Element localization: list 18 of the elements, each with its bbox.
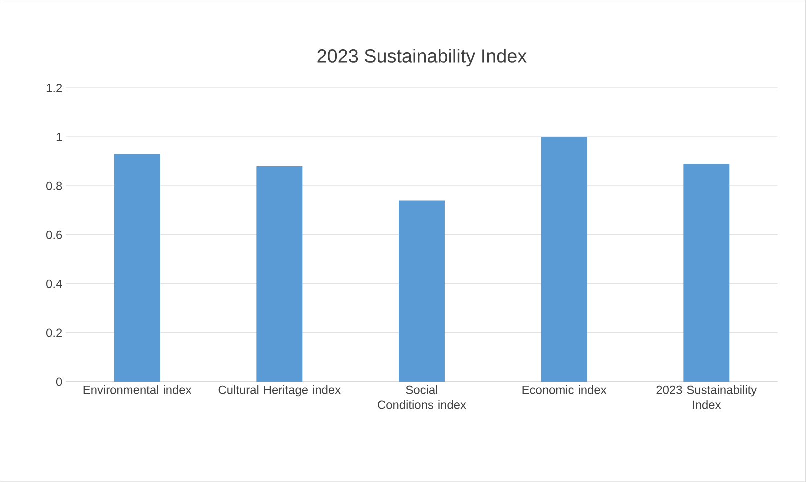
bar <box>399 200 445 382</box>
x-tick-label: Economic index <box>522 385 607 394</box>
bar <box>684 164 730 382</box>
bar <box>114 154 160 382</box>
chart-title: 2023 Sustainability Index <box>318 48 527 67</box>
y-tick-label: 1 <box>56 132 62 142</box>
x-tick-label: Social Conditions index <box>378 385 466 410</box>
y-tick-label: 0.2 <box>46 328 62 338</box>
bar <box>541 137 588 382</box>
bar <box>256 166 303 382</box>
y-tick-label: 0.4 <box>46 280 62 288</box>
y-tick-label: 0 <box>56 378 62 386</box>
y-tick-label: 1.2 <box>46 84 62 92</box>
x-tick-label: Cultural Heritage index <box>218 385 341 397</box>
x-tick-label: 2023 Sustainability Index <box>656 385 758 410</box>
y-tick-label: 0.8 <box>46 182 62 190</box>
x-tick-label: Environmental index <box>84 385 192 394</box>
y-tick-label: 0.6 <box>46 230 62 240</box>
